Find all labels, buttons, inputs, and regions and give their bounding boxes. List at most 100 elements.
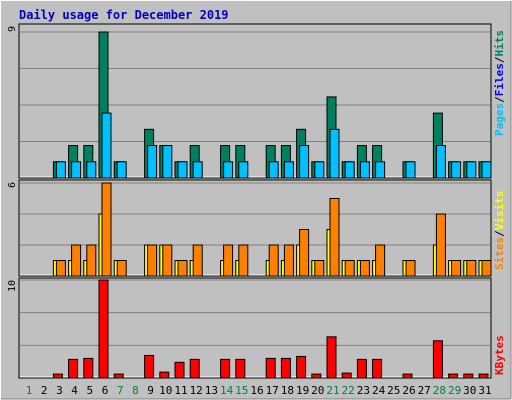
- legend-separator: /: [493, 56, 506, 63]
- legend-visits: Visits: [493, 191, 506, 231]
- bar-kbytes-day-12: [189, 358, 200, 379]
- day-label-21: 21: [326, 384, 339, 397]
- bar-sites-day-7: [116, 260, 127, 277]
- chart-title: Daily usage for December 2019: [19, 8, 229, 22]
- day-label-6: 6: [102, 384, 109, 397]
- day-label-26: 26: [402, 384, 415, 397]
- day-label-16: 16: [250, 384, 263, 397]
- bar-files-day-7: [116, 161, 127, 179]
- legend: Sites/Visits: [493, 191, 506, 271]
- day-label-7: 7: [117, 384, 124, 397]
- bar-files-day-5: [86, 161, 97, 179]
- day-label-8: 8: [132, 384, 139, 397]
- bar-kbytes-day-11: [174, 361, 185, 379]
- bar-files-day-22: [344, 161, 355, 179]
- bar-sites-day-20: [314, 260, 325, 277]
- legend: KBytes: [493, 335, 506, 375]
- bar-files-day-21: [329, 128, 340, 179]
- day-label-22: 22: [342, 384, 355, 397]
- bar-sites-day-9: [147, 244, 158, 277]
- bar-kbytes-day-6: [98, 279, 109, 379]
- bar-files-day-18: [283, 161, 294, 179]
- bar-kbytes-day-7: [113, 373, 124, 379]
- bar-kbytes-day-26: [402, 373, 413, 379]
- bar-sites-day-19: [299, 229, 310, 277]
- bar-files-day-17: [268, 161, 279, 179]
- bar-kbytes-day-24: [372, 358, 383, 379]
- bar-files-day-14: [223, 161, 234, 179]
- bar-kbytes-day-5: [83, 357, 94, 379]
- bar-files-day-10: [162, 145, 173, 179]
- legend: Pages/Files/Hits: [493, 30, 506, 136]
- legend-separator: /: [493, 96, 506, 103]
- bar-sites-day-18: [283, 244, 294, 277]
- day-label-2: 2: [41, 384, 48, 397]
- bar-sites-day-24: [375, 244, 386, 277]
- bar-kbytes-day-18: [280, 357, 291, 379]
- legend-pages: Pages: [493, 103, 506, 136]
- y-max-label: 9: [7, 26, 18, 32]
- bar-files-day-9: [147, 145, 158, 179]
- bar-sites-day-14: [223, 244, 234, 277]
- bar-sites-day-28: [435, 213, 446, 277]
- bar-sites-day-30: [466, 260, 477, 277]
- bar-sites-day-22: [344, 260, 355, 277]
- bar-sites-day-5: [86, 244, 97, 277]
- bar-kbytes-day-31: [478, 373, 489, 379]
- bar-files-day-31: [481, 161, 492, 179]
- bar-sites-day-12: [192, 244, 203, 277]
- day-label-11: 11: [174, 384, 187, 397]
- bar-kbytes-day-20: [311, 373, 322, 379]
- day-label-1: 1: [26, 384, 33, 397]
- day-label-5: 5: [86, 384, 93, 397]
- day-label-20: 20: [311, 384, 324, 397]
- day-label-12: 12: [190, 384, 203, 397]
- bar-kbytes-day-29: [448, 373, 459, 379]
- bar-sites-day-29: [451, 260, 462, 277]
- bar-files-day-30: [466, 161, 477, 179]
- day-label-13: 13: [205, 384, 218, 397]
- bar-files-day-24: [375, 161, 386, 179]
- bar-kbytes-day-17: [265, 357, 276, 379]
- day-label-10: 10: [159, 384, 172, 397]
- day-label-28: 28: [433, 384, 446, 397]
- bar-kbytes-day-19: [296, 355, 307, 379]
- bar-files-day-20: [314, 161, 325, 179]
- bar-kbytes-day-23: [356, 358, 367, 379]
- bar-files-day-4: [71, 161, 82, 179]
- bar-files-day-19: [299, 145, 310, 179]
- legend-sites: Sites: [493, 237, 506, 270]
- bar-sites-day-17: [268, 244, 279, 277]
- day-label-3: 3: [56, 384, 63, 397]
- day-label-17: 17: [266, 384, 279, 397]
- bar-kbytes-day-3: [52, 373, 63, 379]
- day-label-23: 23: [357, 384, 370, 397]
- panel-frame: [18, 277, 492, 379]
- bar-sites-day-23: [359, 260, 370, 277]
- bar-sites-day-3: [55, 260, 66, 277]
- bar-kbytes-day-22: [341, 372, 352, 379]
- bar-files-day-28: [435, 145, 446, 179]
- bar-files-day-12: [192, 161, 203, 179]
- bar-files-day-23: [359, 161, 370, 179]
- bar-files-day-26: [405, 161, 416, 179]
- legend-files: Files: [493, 63, 506, 96]
- bar-files-day-29: [451, 161, 462, 179]
- day-label-25: 25: [387, 384, 400, 397]
- hits-files-pages-panel: [18, 23, 492, 179]
- day-label-9: 9: [147, 384, 154, 397]
- day-label-31: 31: [478, 384, 491, 397]
- bar-sites-day-21: [329, 198, 340, 277]
- day-label-4: 4: [71, 384, 78, 397]
- bar-kbytes-day-30: [463, 373, 474, 379]
- bar-sites-day-10: [162, 244, 173, 277]
- day-label-15: 15: [235, 384, 248, 397]
- bar-sites-day-15: [238, 244, 249, 277]
- bar-sites-day-26: [405, 260, 416, 277]
- legend-kbytes: KBytes: [493, 335, 506, 375]
- day-label-14: 14: [220, 384, 234, 397]
- bar-sites-day-6: [101, 182, 112, 277]
- bar-kbytes-day-4: [68, 358, 79, 379]
- legend-hits: Hits: [493, 30, 506, 57]
